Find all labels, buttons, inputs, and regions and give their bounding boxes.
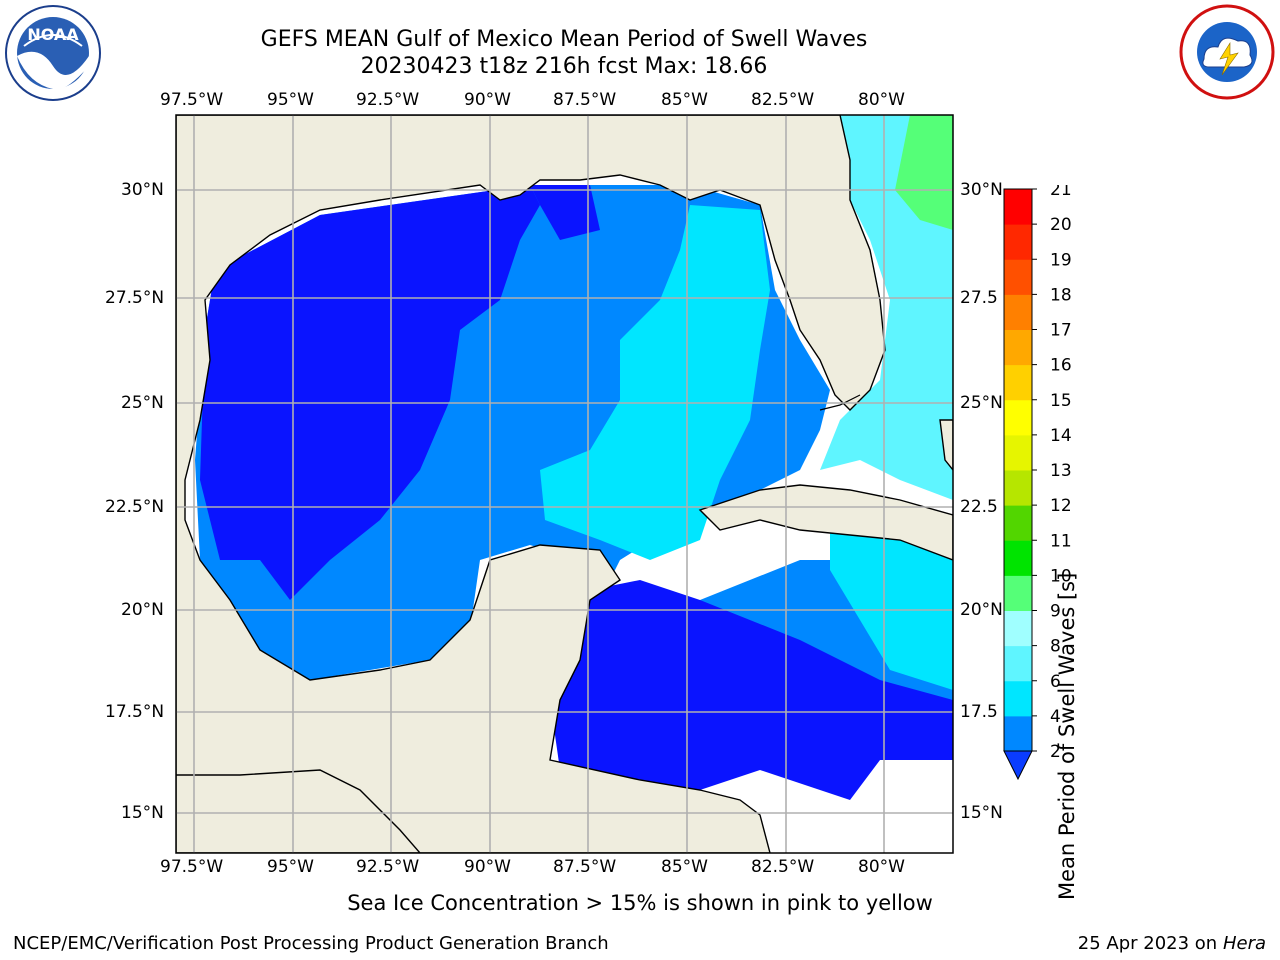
- colorbar-tick-label: 14: [1050, 426, 1072, 446]
- lon-tick-bottom: 80°W: [858, 857, 905, 877]
- lon-tick-bottom: 87.5°W: [553, 857, 617, 877]
- colorbar-tick-label: 19: [1050, 250, 1072, 270]
- lon-tick-bottom: 82.5°W: [751, 857, 815, 877]
- lon-tick-bottom: 85°W: [661, 857, 708, 877]
- lat-tick-left: 27.5°N: [105, 288, 165, 308]
- swell-field-6s-caribbean: [830, 520, 953, 690]
- lon-tick-top: 90°W: [464, 90, 511, 110]
- lon-tick-top: 87.5°W: [553, 90, 617, 110]
- lat-tick-left: 30°N: [121, 180, 164, 200]
- colorbar-label: Mean Period of Swell Waves [s]: [1055, 572, 1079, 900]
- footer-host: Hera: [1222, 933, 1266, 954]
- colorbar-tick-label: 21: [1050, 185, 1072, 200]
- colorbar-segment: [1004, 399, 1032, 436]
- land-cuba: [698, 484, 953, 561]
- swell-field-2s-wedge: [530, 185, 600, 240]
- graticule: [176, 115, 953, 853]
- logo-text: NOAA: [27, 25, 79, 44]
- colorbar-tick-label: 16: [1050, 356, 1072, 376]
- colorbar-tick-label: 4: [1050, 707, 1061, 727]
- lon-tick-top: 85°W: [661, 90, 708, 110]
- land-hispaniola: [939, 419, 953, 472]
- lon-tick-bottom: 97.5°W: [160, 857, 224, 877]
- colorbar-segment: [1004, 610, 1032, 647]
- lat-tick-left: 15°N: [121, 803, 164, 823]
- colorbar-segment: [1004, 259, 1032, 295]
- map-frame: [175, 114, 954, 854]
- colorbar-tick-label: 15: [1050, 391, 1072, 411]
- footer-credit: NCEP/EMC/Verification Post Processing Pr…: [13, 933, 609, 954]
- colorbar-segment: [1004, 470, 1032, 506]
- lon-tick-top: 92.5°W: [356, 90, 420, 110]
- lat-tick-right: 20°N: [960, 600, 1003, 620]
- lat-tick-right: 15°N: [960, 803, 1003, 823]
- colorbar-segment: [1004, 575, 1032, 611]
- colorbar-segment: [1004, 294, 1032, 330]
- colorbar-tick-label: 20: [1050, 215, 1072, 235]
- colorbar-segment: [1004, 715, 1032, 752]
- colorbar-tick-label: 11: [1050, 531, 1072, 551]
- swell-field-2s-caribbean: [550, 580, 953, 800]
- colorbar-tick-label: 13: [1050, 461, 1072, 481]
- lat-tick-right: 22.5: [960, 497, 998, 517]
- lat-tick-right: 17.5: [960, 702, 998, 722]
- colorbar: 2 4 6 8 9 10 11 12 13 14 15 16 17 18 19 20 21: [1003, 185, 1072, 781]
- lat-tick-left: 22.5°N: [105, 497, 165, 517]
- colorbar-segment: [1004, 224, 1032, 260]
- colorbar-extend-triangle: [1003, 750, 1033, 781]
- lat-tick-left: 17.5°N: [105, 702, 165, 722]
- footer-date: 25 Apr 2023 on Hera: [1078, 933, 1266, 954]
- colorbar-segment: [1004, 540, 1032, 576]
- lat-tick-right: 30°N: [960, 180, 1003, 200]
- swell-field-10s-atlantic: [895, 115, 953, 230]
- colorbar-tick-label: 12: [1050, 496, 1072, 516]
- colorbar-segment: [1004, 505, 1032, 541]
- colorbar-segment: [1004, 434, 1032, 471]
- colorbar-tick-label: 10: [1050, 566, 1072, 586]
- lat-tick-right: 27.5: [960, 288, 998, 308]
- lat-tick-left: 25°N: [121, 393, 164, 413]
- lon-tick-bottom: 90°W: [464, 857, 511, 877]
- colorbar-tick-label: 6: [1050, 672, 1061, 692]
- lat-tick-left: 20°N: [121, 600, 164, 620]
- florida-coast: [819, 394, 861, 411]
- chart-subtitle: 20230423 t18z 216h fcst Max: 18.66: [360, 54, 768, 79]
- colorbar-segment: [1004, 189, 1032, 225]
- colorbar-segment: [1004, 364, 1032, 401]
- colorbar-tick-label: 2: [1050, 742, 1061, 762]
- lon-tick-top: 95°W: [267, 90, 314, 110]
- lon-tick-bottom: 95°W: [267, 857, 314, 877]
- swell-field-6s-central: [540, 205, 770, 560]
- lon-tick-top: 82.5°W: [751, 90, 815, 110]
- colorbar-tick-label: 18: [1050, 285, 1072, 305]
- colorbar-tick-label: 9: [1050, 602, 1061, 622]
- noaa-logo: NOAA: [5, 5, 101, 101]
- lat-tick-right: 25°N: [960, 393, 1003, 413]
- lon-tick-bottom: 92.5°W: [356, 857, 420, 877]
- colorbar-tick-label: 8: [1050, 637, 1061, 657]
- nws-logo: [1179, 4, 1275, 100]
- colorbar-segment: [1004, 329, 1032, 366]
- sea-ice-note: Sea Ice Concentration > 15% is shown in …: [347, 891, 933, 915]
- footer-date-text: 25 Apr 2023 on: [1077, 933, 1218, 954]
- swell-field-2s-west: [200, 185, 540, 600]
- colorbar-segment: [1004, 645, 1032, 682]
- chart-title: GEFS MEAN Gulf of Mexico Mean Period of …: [260, 27, 868, 52]
- lon-tick-top: 80°W: [858, 90, 905, 110]
- colorbar-tick-label: 17: [1050, 321, 1072, 341]
- colorbar-segment: [1004, 680, 1032, 717]
- lon-tick-top: 97.5°W: [160, 90, 224, 110]
